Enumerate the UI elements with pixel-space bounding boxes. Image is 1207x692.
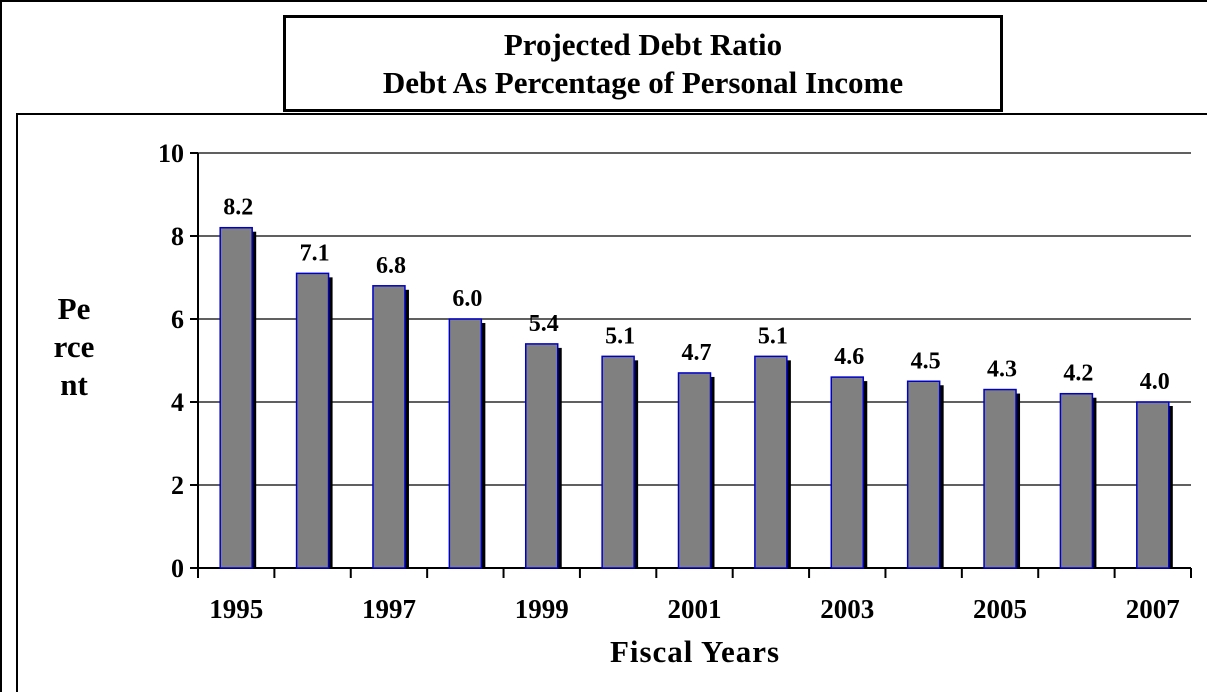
- x-tick-label: 2001: [668, 594, 722, 624]
- data-label: 4.0: [1140, 369, 1170, 395]
- bar: [830, 376, 865, 569]
- data-label: 4.7: [682, 340, 712, 366]
- bar: [1136, 401, 1170, 569]
- bar: [1059, 392, 1094, 569]
- data-label: 4.5: [911, 348, 941, 374]
- x-tick-label: 1999: [515, 594, 569, 624]
- y-tick-label: 8: [171, 222, 184, 251]
- y-tick-label: 4: [171, 388, 184, 417]
- plot-area: [16, 113, 1207, 692]
- data-label: 4.6: [834, 344, 864, 370]
- bar: [524, 343, 559, 569]
- bar: [219, 226, 253, 569]
- data-label: 5.1: [758, 323, 788, 349]
- data-label: 7.1: [300, 240, 330, 266]
- bar: [601, 355, 635, 569]
- y-tick-label: 2: [171, 471, 184, 500]
- x-tick-label: 2007: [1126, 594, 1180, 624]
- bar: [754, 355, 788, 569]
- data-label: 8.2: [223, 195, 253, 221]
- y-tick-label: 10: [158, 139, 184, 168]
- x-tick-label: 2003: [820, 594, 874, 624]
- data-label: 5.1: [605, 323, 635, 349]
- bar: [372, 285, 406, 569]
- bar: [677, 372, 712, 569]
- x-tick-label: 1995: [209, 594, 263, 624]
- x-axis-label: Fiscal Years: [609, 634, 781, 669]
- bar: [906, 380, 941, 569]
- data-label: 6.8: [376, 253, 406, 279]
- y-tick-label: 0: [171, 554, 184, 583]
- x-tick-label: 1997: [362, 594, 416, 624]
- chart-title-box: Projected Debt Ratio Debt As Percentage …: [283, 15, 1003, 112]
- bar: [448, 318, 483, 569]
- data-label: 6.0: [452, 286, 482, 312]
- data-label: 5.4: [529, 311, 559, 337]
- y-tick-label: 6: [171, 305, 184, 334]
- chart-subtitle: Debt As Percentage of Personal Income: [382, 64, 904, 100]
- bar: [983, 388, 1017, 569]
- x-tick-label: 2005: [973, 594, 1027, 624]
- y-axis-label: Percent: [53, 291, 95, 402]
- data-label: 4.2: [1063, 361, 1093, 387]
- data-label: 4.3: [987, 357, 1017, 383]
- chart-title: Projected Debt Ratio: [503, 26, 783, 62]
- bar: [295, 272, 330, 569]
